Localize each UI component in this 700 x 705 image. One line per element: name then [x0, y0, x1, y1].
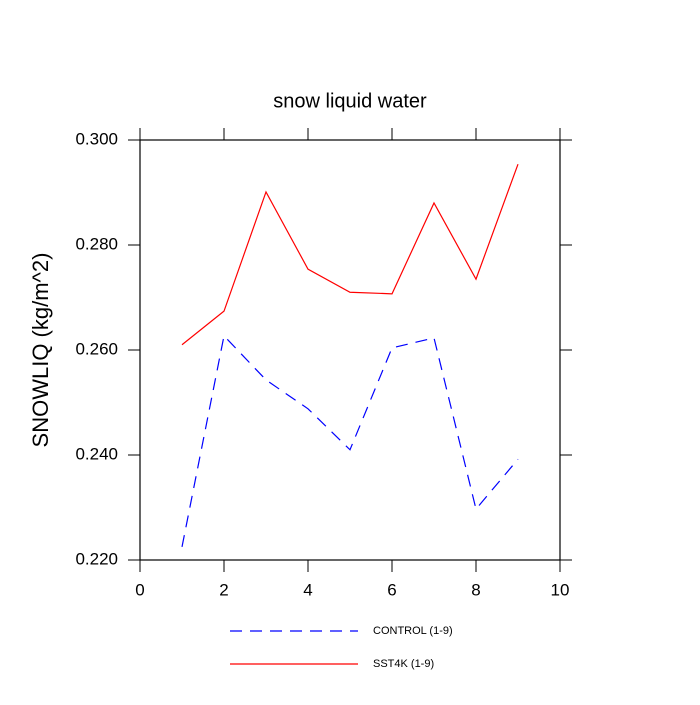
y-tick-label: 0.280	[75, 234, 118, 253]
legend-label: CONTROL (1-9)	[373, 625, 453, 637]
y-tick-label: 0.240	[75, 444, 118, 463]
y-axis-label: SNOWLIQ (kg/m^2)	[28, 253, 53, 448]
x-tick-label: 10	[551, 580, 570, 599]
legend-label: SST4K (1-9)	[373, 658, 434, 670]
x-tick-label: 2	[219, 580, 228, 599]
x-tick-label: 6	[387, 580, 396, 599]
y-tick-label: 0.220	[75, 549, 118, 568]
y-tick-label: 0.300	[75, 129, 118, 148]
series-line	[181, 334, 519, 547]
chart-title: snow liquid water	[273, 90, 427, 112]
plot-frame	[139, 139, 561, 561]
x-tick-label: 4	[303, 580, 312, 599]
x-tick-label: 0	[135, 580, 144, 599]
y-tick-label: 0.260	[75, 339, 118, 358]
x-tick-label: 8	[471, 580, 480, 599]
series-line	[181, 163, 519, 346]
